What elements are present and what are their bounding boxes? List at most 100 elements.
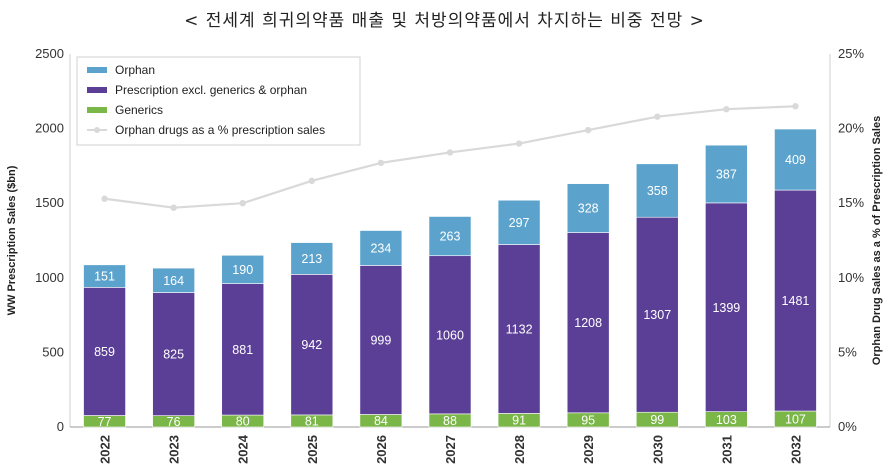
bar-value-label: 409	[785, 153, 806, 167]
bar-segment	[221, 283, 265, 416]
bar-value-label: 387	[716, 168, 737, 182]
bar-segment	[774, 128, 817, 191]
x-tick-label: 2028	[512, 435, 527, 464]
x-tick-label: 2025	[305, 435, 320, 464]
bar-value-label: 263	[440, 230, 461, 244]
bar-value-label: 999	[370, 333, 391, 347]
bar-value-label: 164	[163, 274, 184, 288]
y2-tick-label: 5%	[838, 344, 857, 359]
bar-value-label: 297	[509, 216, 530, 230]
bar-segment	[359, 230, 403, 266]
bar-value-label: 1208	[574, 316, 602, 330]
bar-value-label: 234	[370, 241, 391, 255]
y2-tick-label: 25%	[838, 46, 864, 61]
bar-value-label: 95	[581, 413, 595, 427]
y-tick-label: 1500	[35, 195, 64, 210]
line-point	[446, 149, 454, 156]
x-tick-label: 2027	[443, 435, 458, 464]
line-point	[101, 195, 108, 202]
y-tick-label: 500	[42, 344, 64, 359]
y-axis-label: WW Prescription Sales ($bn)	[6, 165, 18, 315]
bar-segment	[221, 254, 265, 284]
legend-swatch	[87, 107, 107, 113]
bar-segment	[705, 202, 748, 412]
bar-value-label: 1132	[506, 322, 533, 336]
bar-value-label: 942	[301, 338, 322, 352]
bar-value-label: 1307	[643, 308, 671, 322]
x-tick-label: 2031	[719, 435, 734, 464]
y-tick-label: 1000	[35, 270, 64, 285]
bar-segment	[290, 242, 334, 275]
legend-swatch-marker	[94, 127, 100, 133]
bar-value-label: 88	[443, 414, 457, 428]
bar-segment	[635, 216, 679, 413]
line-point	[239, 200, 246, 207]
y-tick-label: 0	[57, 419, 64, 434]
y2-tick-label: 15%	[838, 195, 864, 210]
x-tick-label: 2030	[650, 435, 665, 464]
bar-value-label: 213	[301, 252, 322, 266]
line-point	[170, 204, 177, 211]
line-point	[515, 140, 523, 147]
bar-value-label: 190	[232, 263, 253, 277]
legend-swatch	[87, 67, 107, 73]
y2-tick-label: 20%	[838, 121, 864, 136]
bar-value-label: 77	[98, 415, 112, 429]
bar-segment	[359, 265, 403, 415]
x-tick-label: 2032	[788, 435, 803, 464]
bar-segment	[566, 232, 610, 414]
bar-value-label: 881	[232, 343, 253, 357]
bar-segment	[497, 199, 541, 245]
line-point	[792, 103, 799, 110]
x-tick-label: 2029	[581, 435, 596, 464]
bar-segment	[635, 163, 679, 218]
bar-value-label: 328	[578, 202, 599, 216]
bar-value-label: 358	[647, 184, 668, 198]
bar-segment	[497, 244, 541, 414]
bar-value-label: 825	[163, 348, 184, 362]
bar-value-label: 1399	[712, 301, 740, 315]
x-tick-label: 2024	[236, 434, 251, 464]
bar-value-label: 76	[167, 415, 181, 429]
x-tick-label: 2022	[98, 435, 113, 464]
bar-value-label: 81	[305, 414, 319, 428]
bar-segment	[290, 274, 334, 416]
legend-label: Orphan drugs as a % prescription sales	[115, 123, 325, 137]
bar-segment	[152, 292, 195, 416]
line-point	[308, 177, 316, 185]
y-tick-label: 2500	[35, 46, 64, 61]
legend-label: Generics	[115, 103, 163, 117]
bar-value-label: 107	[785, 413, 806, 427]
bar-value-label: 859	[94, 345, 115, 359]
x-tick-label: 2023	[167, 435, 182, 464]
line-point	[723, 106, 730, 113]
bar-segment	[152, 267, 195, 293]
bar-segment	[83, 264, 126, 288]
bar-value-label: 1060	[436, 328, 464, 342]
bar-value-label: 80	[236, 415, 250, 429]
bar-segment	[428, 255, 472, 415]
bar-value-label: 1481	[782, 294, 810, 308]
line-point	[377, 159, 385, 167]
x-tick-label: 2026	[374, 435, 389, 464]
legend-label: Orphan	[115, 63, 155, 77]
line-point	[654, 113, 661, 120]
bar-value-label: 91	[512, 414, 526, 428]
legend-box	[76, 56, 361, 146]
bar-segment	[428, 216, 472, 257]
legend-swatch	[87, 87, 107, 93]
y2-axis-label: Orphan Drug Sales as a % of Prescription…	[871, 116, 883, 365]
y2-tick-label: 10%	[838, 270, 864, 285]
y2-tick-label: 0%	[838, 419, 857, 434]
y-tick-label: 2000	[35, 121, 64, 136]
bar-segment	[705, 144, 748, 204]
bar-value-label: 84	[374, 414, 388, 428]
bar-value-label: 99	[650, 413, 664, 427]
bar-value-label: 103	[716, 413, 737, 427]
chart-title: < 전세계 희귀의약품 매출 및 처방의약품에서 차지하는 비중 전망 >	[184, 11, 705, 31]
bar-segment	[566, 183, 610, 233]
bar-segment	[774, 189, 817, 412]
bar-value-label: 151	[94, 270, 115, 284]
